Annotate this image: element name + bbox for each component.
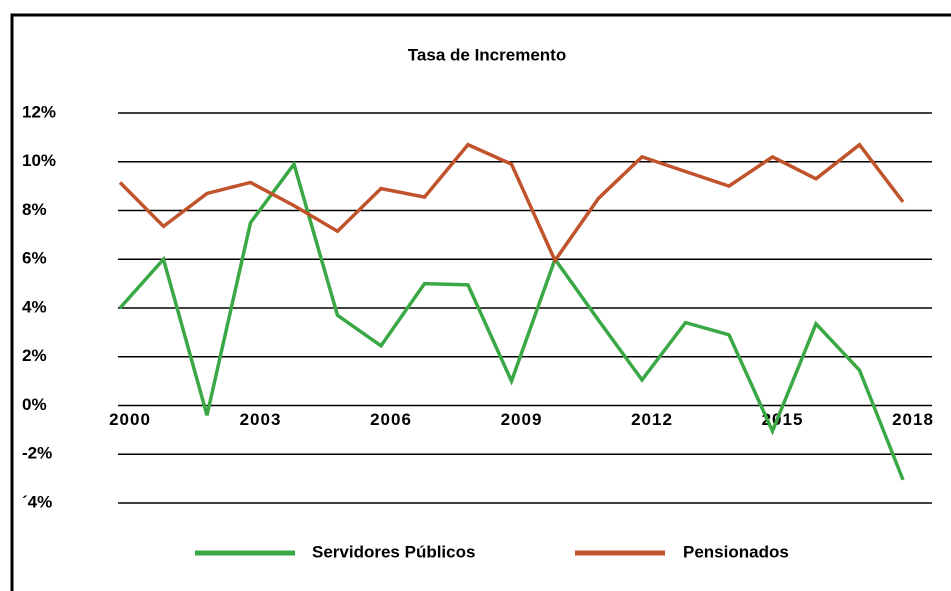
x-tick-label: 2018: [892, 410, 934, 429]
x-tick-label: 2003: [240, 410, 282, 429]
x-tick-label: 2009: [501, 410, 543, 429]
y-tick-label: 6%: [22, 249, 47, 268]
x-tick-label: 2000: [109, 410, 151, 429]
y-tick-label: ´4%: [22, 492, 52, 511]
y-tick-label: 2%: [22, 346, 47, 365]
y-tick-label: 4%: [22, 297, 47, 316]
frame: [10, 13, 951, 591]
y-tick-label: 0%: [22, 395, 47, 414]
x-tick-label: 2012: [631, 410, 673, 429]
x-tick-label: 2006: [370, 410, 412, 429]
legend-label: Servidores Públicos: [312, 542, 475, 561]
y-tick-label: -2%: [22, 444, 52, 463]
series-line: [118, 142, 905, 264]
series-line: [118, 160, 905, 481]
y-tick-label: 12%: [22, 102, 56, 121]
y-tick-label: 10%: [22, 151, 56, 170]
chart-title: Tasa de Incremento: [408, 45, 566, 64]
y-tick-label: 8%: [22, 200, 47, 219]
legend-label: Pensionados: [683, 542, 789, 561]
x-tick-label: 2015: [762, 410, 804, 429]
